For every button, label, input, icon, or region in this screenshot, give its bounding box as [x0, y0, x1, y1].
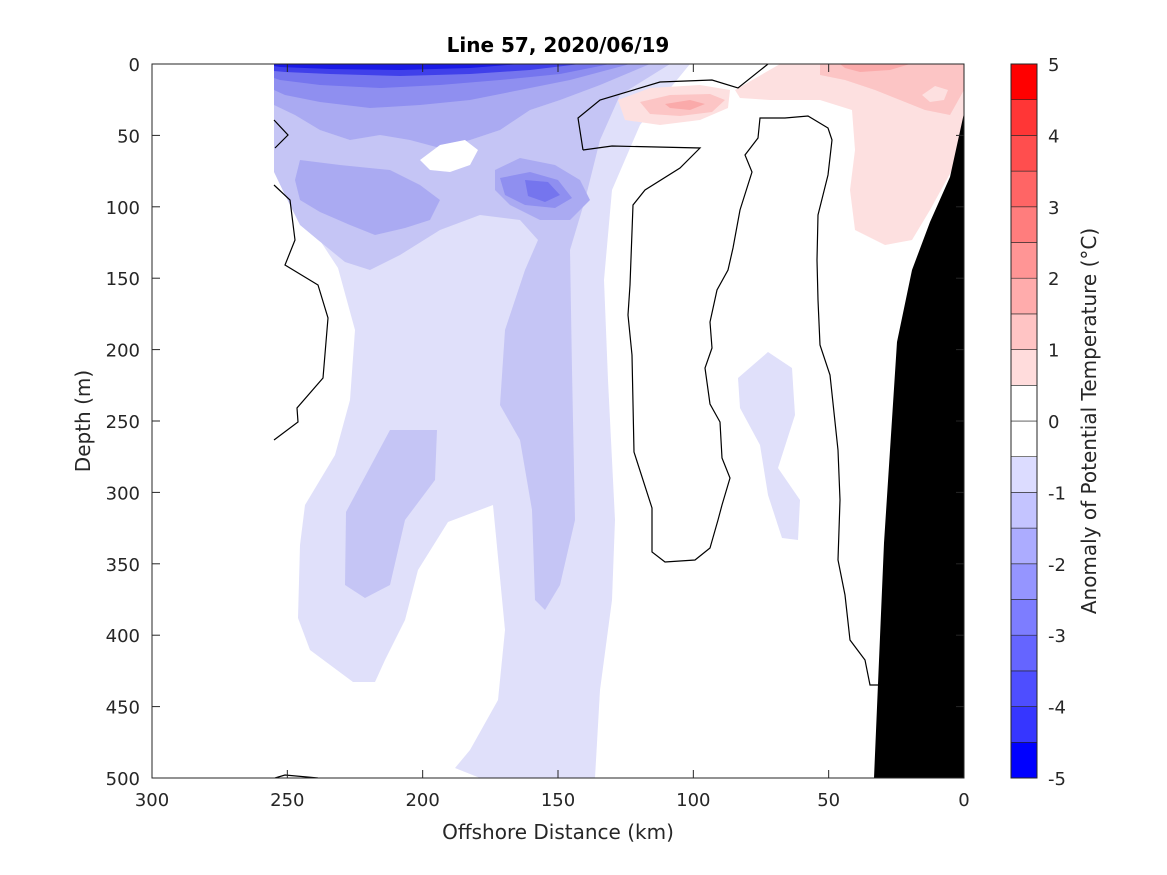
colorbar-label: Anomaly of Potential Temperature (°C) [1077, 228, 1101, 614]
colorbar-segment [1010, 170, 1038, 208]
contour-fill-neg-4.5 [274, 64, 520, 70]
colorbar-segment [1010, 563, 1038, 600]
contour-fill-pos-1.5 [665, 64, 910, 110]
y-tick-label: 150 [106, 269, 140, 290]
x-tick-label: 200 [405, 790, 439, 811]
colorbar-segment [1010, 456, 1038, 493]
y-tick-label: 100 [106, 198, 140, 219]
x-axis-label: Offshore Distance (km) [442, 820, 674, 844]
colorbar-tick-label: -5 [1048, 769, 1066, 790]
plot-area [152, 64, 964, 778]
y-tick-label: 250 [106, 412, 140, 433]
contour-fill-neg-2.5 [274, 64, 610, 202]
zero-contour-line [273, 119, 289, 149]
zero-contour-line [577, 64, 769, 151]
y-tick-label: 500 [106, 769, 140, 790]
colorbar-tick-label: -1 [1048, 483, 1066, 504]
x-tick-label: 150 [541, 790, 575, 811]
colorbar-segment [1010, 384, 1038, 422]
chart-title: Line 57, 2020/06/19 [447, 33, 670, 57]
zero-contour-line [582, 115, 878, 686]
colorbar-tick-label: -2 [1048, 555, 1066, 576]
y-tick-label: 200 [106, 341, 140, 362]
colorbar-segment [1010, 670, 1038, 707]
contour-hole-pos [922, 86, 948, 102]
colorbar-segment [1010, 277, 1038, 315]
x-tick-label: 300 [135, 790, 169, 811]
colorbar-segment [1010, 706, 1038, 743]
contour-hole [420, 140, 478, 172]
colorbar-segment [1010, 313, 1038, 350]
colorbar-segment [1010, 492, 1038, 529]
colorbar-segment [1010, 634, 1038, 672]
colorbar-tick-label: -3 [1048, 626, 1066, 647]
zero-contours [273, 64, 878, 778]
colorbar-segment [1010, 242, 1038, 279]
colorbar-segment [1010, 741, 1038, 779]
colorbar-segment [1010, 99, 1038, 136]
bathymetry-mask [874, 113, 964, 778]
colorbar-segment [1010, 599, 1038, 636]
y-axis: 0 50 100 150 200 250 300 350 400 450 500 [106, 55, 964, 790]
colorbar-tick-label: 0 [1048, 412, 1059, 433]
colorbar [1010, 63, 1038, 779]
x-axis: 300 250 200 150 100 50 0 [135, 64, 970, 811]
colorbar-segment [1010, 135, 1038, 172]
x-tick-label: 50 [817, 790, 840, 811]
zero-contour-line [274, 774, 319, 778]
y-tick-label: 350 [106, 555, 140, 576]
contour-fill-neg-2.0 [274, 64, 630, 208]
zero-contour-line [273, 184, 329, 441]
x-tick-label: 100 [676, 790, 710, 811]
x-tick-label: 250 [270, 790, 304, 811]
contour-fill-pos-1.0 [640, 64, 964, 116]
colorbar-tick-label: 4 [1048, 126, 1059, 147]
y-tick-label: 400 [106, 626, 140, 647]
colorbar-tick-label: 3 [1048, 198, 1059, 219]
y-tick-label: 0 [129, 55, 140, 76]
colorbar-segment [1010, 206, 1038, 243]
colorbar-axis: 5 4 3 2 1 0 -1 -2 -3 -4 -5 [1048, 55, 1066, 790]
colorbar-tick-label: 1 [1048, 341, 1059, 362]
colorbar-tick-label: -4 [1048, 698, 1066, 719]
colorbar-segment [1010, 527, 1038, 565]
x-tick-label: 0 [958, 790, 969, 811]
y-tick-label: 300 [106, 483, 140, 504]
colorbar-segment [1010, 63, 1038, 101]
y-tick-label: 50 [117, 126, 140, 147]
colorbar-segment [1010, 420, 1038, 458]
y-tick-label: 450 [106, 698, 140, 719]
colorbar-tick-label: 2 [1048, 269, 1059, 290]
colorbar-segment [1010, 349, 1038, 386]
y-axis-label: Depth (m) [71, 370, 95, 472]
colorbar-tick-label: 5 [1048, 55, 1059, 76]
colorbar-frame [1010, 63, 1038, 779]
